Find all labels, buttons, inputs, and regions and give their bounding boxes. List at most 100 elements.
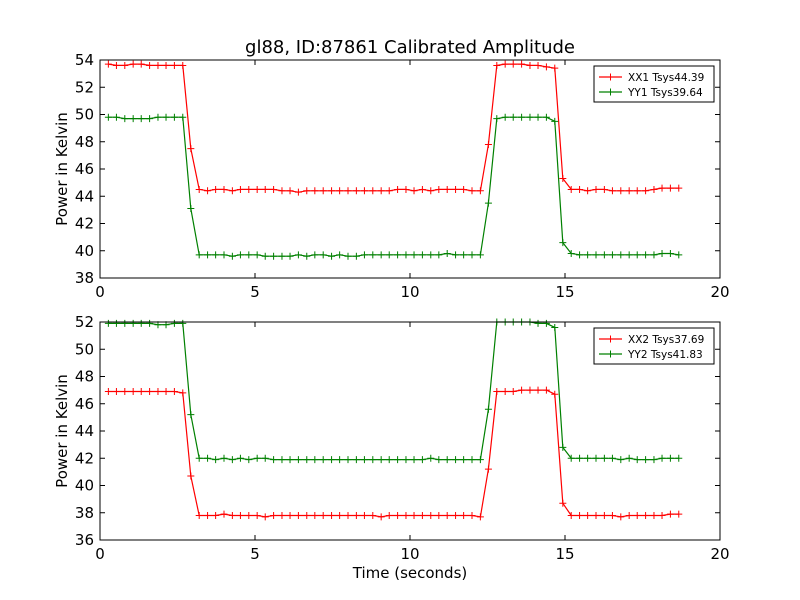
data-point (484, 405, 492, 413)
data-point (617, 187, 625, 195)
data-point (220, 185, 228, 193)
data-point (195, 454, 203, 462)
data-point (584, 187, 592, 195)
data-point (278, 511, 286, 519)
data-point (270, 252, 278, 260)
data-point (212, 185, 220, 193)
data-point (385, 187, 393, 195)
data-point (253, 185, 261, 193)
data-point (633, 456, 641, 464)
data-point (567, 185, 575, 193)
data-point (344, 187, 352, 195)
data-point (187, 411, 195, 419)
data-point (212, 456, 220, 464)
data-point (460, 456, 468, 464)
data-point (642, 456, 650, 464)
data-point (509, 60, 517, 68)
y-tick-label: 48 (75, 368, 94, 386)
data-point (311, 251, 319, 259)
data-point (303, 456, 311, 464)
data-point (104, 113, 112, 121)
data-point (385, 456, 393, 464)
data-point (385, 511, 393, 519)
data-point (435, 456, 443, 464)
data-point (600, 185, 608, 193)
data-point (328, 252, 336, 260)
data-point (228, 187, 236, 195)
data-point (253, 454, 261, 462)
chart-title: gl88, ID:87861 Calibrated Amplitude (245, 37, 575, 58)
data-point (402, 185, 410, 193)
x-tick-label: 0 (95, 283, 105, 301)
data-point (592, 185, 600, 193)
data-point (228, 511, 236, 519)
data-point (452, 251, 460, 259)
data-point (642, 511, 650, 519)
data-point (484, 199, 492, 207)
data-point (418, 251, 426, 259)
series-0-0 (104, 60, 683, 196)
data-point (286, 187, 294, 195)
data-point (394, 251, 402, 259)
data-point (633, 251, 641, 259)
y-tick-label: 52 (75, 313, 94, 331)
y-tick-label: 42 (75, 215, 94, 233)
data-point (162, 387, 170, 395)
data-point (600, 511, 608, 519)
data-point (443, 511, 451, 519)
data-point (236, 511, 244, 519)
data-point (452, 185, 460, 193)
data-point (179, 61, 187, 69)
data-point (336, 251, 344, 259)
data-point (195, 511, 203, 519)
data-point (675, 184, 683, 192)
data-point (658, 511, 666, 519)
series-1-0 (104, 386, 683, 521)
data-point (559, 499, 567, 507)
data-point (245, 511, 253, 519)
data-point (435, 511, 443, 519)
data-point (542, 386, 550, 394)
data-point (204, 187, 212, 195)
data-point (443, 249, 451, 257)
y-tick-label: 42 (75, 449, 94, 467)
data-point (567, 454, 575, 462)
data-point (484, 140, 492, 148)
data-point (468, 511, 476, 519)
data-point (360, 511, 368, 519)
x-tick-label: 5 (250, 545, 260, 563)
data-point (385, 251, 393, 259)
data-point (245, 456, 253, 464)
data-point (592, 454, 600, 462)
y-tick-label: 38 (75, 504, 94, 522)
y-tick-label: 46 (75, 160, 94, 178)
y-tick-label: 40 (75, 242, 94, 260)
data-point (468, 456, 476, 464)
data-point (468, 251, 476, 259)
data-point (369, 187, 377, 195)
legend-label: YY2 Tsys41.83 (627, 349, 703, 361)
data-point (608, 187, 616, 195)
legend: XX2 Tsys37.69 YY2 Tsys41.83 (593, 327, 715, 365)
data-point (394, 456, 402, 464)
data-point (567, 511, 575, 519)
data-point (650, 185, 658, 193)
data-point (534, 386, 542, 394)
data-point (170, 387, 178, 395)
data-point (212, 251, 220, 259)
data-point (336, 187, 344, 195)
data-point (476, 456, 484, 464)
y-tick-label: 44 (75, 422, 94, 440)
data-point (551, 390, 559, 398)
data-point (236, 185, 244, 193)
data-point (220, 454, 228, 462)
data-point (542, 319, 550, 327)
y-tick-label: 54 (75, 51, 94, 69)
data-point (658, 184, 666, 192)
data-point (443, 185, 451, 193)
data-point (476, 513, 484, 521)
data-point (633, 187, 641, 195)
data-point (286, 511, 294, 519)
data-point (559, 175, 567, 183)
data-point (551, 117, 559, 125)
